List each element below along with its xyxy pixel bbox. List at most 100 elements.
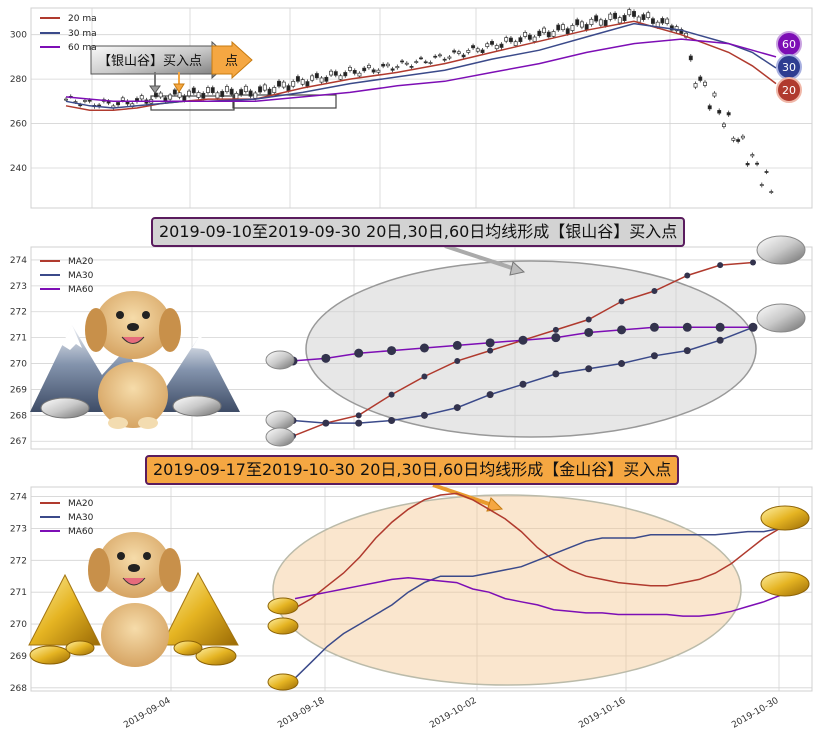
ma-line-MA20-gold	[294, 492, 781, 609]
candle-body	[324, 76, 329, 82]
candle-body	[480, 49, 485, 53]
panel-3-gridlines	[31, 487, 812, 691]
candle-body	[456, 51, 461, 54]
candle-body	[82, 100, 87, 102]
panel-1-y-tick-labels: 240 260 280 300	[10, 31, 27, 174]
ma-line-20ma	[65, 20, 777, 111]
marker-MA20	[717, 262, 724, 269]
candle-body	[224, 86, 229, 93]
candle-body	[158, 92, 163, 98]
candle-body	[64, 98, 68, 101]
candle-body	[688, 55, 693, 61]
candle-body	[385, 63, 390, 67]
candle-body	[371, 69, 376, 73]
panel-1-y-tick: 240	[10, 164, 27, 174]
candle-body	[437, 54, 442, 57]
legend-ma20-gold: MA20	[68, 499, 94, 509]
marker-MA60	[321, 353, 331, 363]
panel-1-frame	[30, 7, 813, 209]
candle-body	[769, 191, 774, 193]
candle-body	[272, 87, 277, 93]
candle-body	[594, 15, 599, 22]
candle-body	[267, 88, 272, 95]
ma-line-60ma	[65, 38, 777, 103]
panel-3-x-tick: 2019-10-02	[428, 696, 478, 731]
panel-2-legend: MA20 MA30 MA60	[40, 257, 94, 295]
panel-3-y-tick: 272	[10, 556, 27, 566]
candle-body	[277, 80, 281, 87]
marker-MA20	[421, 373, 428, 380]
candle-body	[490, 41, 494, 45]
ma-line-MA30-gold	[294, 527, 781, 679]
legend-ma30: MA30	[68, 271, 94, 281]
candle-body	[362, 67, 367, 72]
candle-body	[755, 162, 760, 165]
panel-2-ma-markers	[288, 259, 758, 440]
panel-3-x-tick: 2019-10-16	[577, 696, 628, 731]
marker-MA30	[618, 360, 626, 368]
panel-1-y-tick: 260	[10, 120, 27, 130]
candle-body	[333, 71, 338, 76]
legend-60ma: 60 ma	[68, 43, 97, 53]
gold-valley-banner: 2019-09-17至2019-10-30 20日,30日,60日均线形成【金山…	[145, 455, 680, 485]
candle-body	[561, 24, 565, 31]
silver-callout-arrow	[444, 244, 519, 272]
marker-MA60	[387, 346, 397, 356]
candle-body	[206, 87, 210, 93]
marker-MA60	[551, 333, 561, 343]
candle-body	[745, 163, 750, 166]
candle-body	[262, 84, 267, 91]
marker-MA60	[748, 322, 758, 332]
candle-body	[646, 12, 651, 18]
marker-MA30	[388, 417, 396, 425]
candle-body	[527, 34, 532, 40]
candle-body	[428, 62, 433, 64]
candle-body	[461, 54, 466, 58]
marker-MA60	[682, 322, 692, 332]
marker-MA20	[651, 288, 658, 295]
panel-3-y-tick: 270	[10, 620, 27, 630]
marker-MA30	[453, 404, 461, 412]
candle-body	[295, 76, 300, 82]
legend-30ma: 30 ma	[68, 29, 97, 39]
candle-body	[87, 99, 92, 102]
candle-body	[357, 72, 362, 77]
candle-body	[532, 36, 537, 42]
candle-body	[352, 70, 357, 74]
candle-body	[314, 73, 319, 79]
candle-body	[726, 112, 731, 116]
marker-MA60	[617, 325, 627, 335]
candle-body	[707, 105, 712, 110]
candle-body	[139, 95, 144, 100]
marker-MA20	[684, 272, 691, 279]
panel-2-y-tick: 267	[10, 437, 27, 447]
marker-MA30	[716, 336, 724, 344]
marker-MA60	[419, 343, 429, 353]
candle-body	[632, 11, 636, 17]
marker-MA60	[715, 322, 725, 332]
panel-3-x-tick: 2019-09-04	[122, 696, 173, 731]
candle-body	[210, 87, 215, 94]
candle-body	[310, 75, 315, 81]
candle-body	[400, 60, 405, 63]
marker-MA60	[354, 348, 364, 358]
candle-body	[191, 87, 196, 94]
panel-2-y-tick: 271	[10, 334, 27, 344]
candle-body	[660, 18, 665, 24]
gold-ingot-icon	[29, 505, 810, 691]
panel-1-legend: 20 ma 30 ma 60 ma	[40, 14, 97, 53]
candle-body	[390, 68, 395, 71]
candle-body	[565, 28, 570, 35]
candle-body	[542, 27, 547, 34]
marker-MA30	[355, 419, 363, 427]
arrow-label: 【银山谷】买入点	[98, 54, 202, 69]
candle-body	[414, 61, 419, 63]
gold-valley-ellipse	[272, 494, 742, 686]
panel-1-gridlines	[31, 8, 812, 208]
panel-1-y-tick: 280	[10, 75, 27, 85]
candle-body	[286, 85, 291, 91]
candle-body	[731, 137, 736, 141]
panel-1-price-chart: 240 260 280 300 【银山谷】买入点 点 20 ma 30 ma 60 m…	[10, 7, 813, 209]
panel-2-y-tick: 272	[10, 308, 27, 318]
candle-body	[499, 43, 504, 48]
